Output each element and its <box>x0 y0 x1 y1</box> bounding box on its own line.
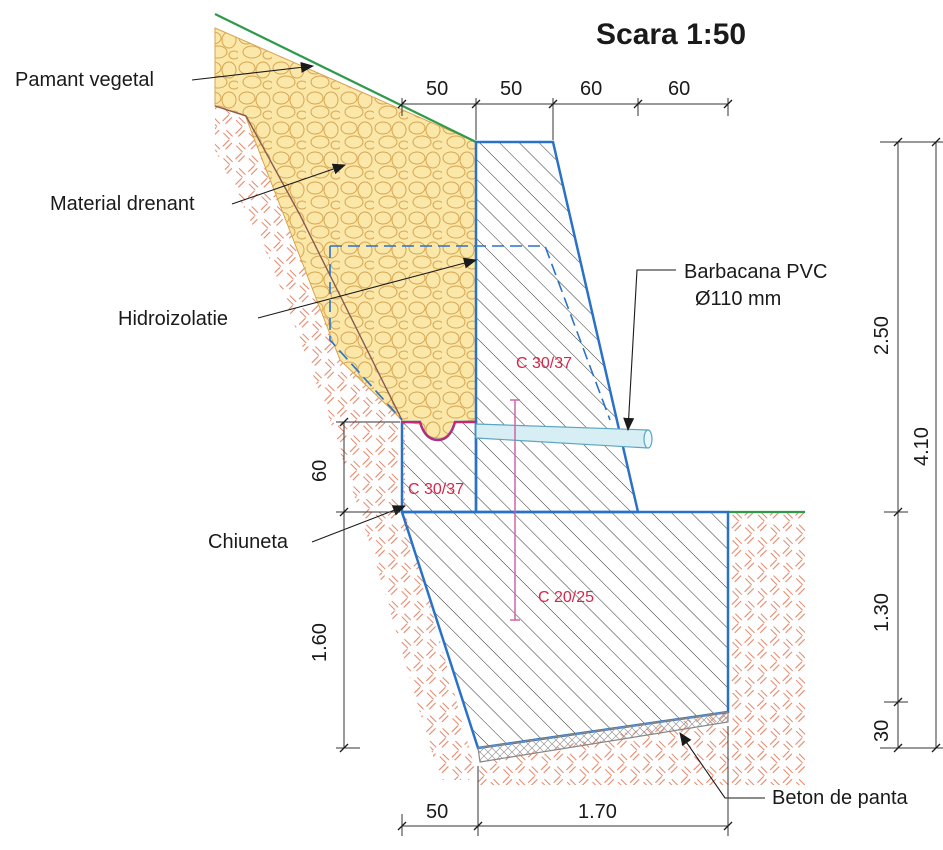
label-gutter: Chiuneta <box>208 531 289 553</box>
foundation-material-label: C 20/25 <box>538 589 594 606</box>
dim-bottom-2: 1.70 <box>578 801 617 823</box>
lean-concrete <box>477 711 729 763</box>
weephole-pipe <box>475 423 653 449</box>
bottom-dimension-chain <box>397 726 733 836</box>
dim-bottom-1: 50 <box>426 801 448 823</box>
label-weephole-line2: Ø110 mm <box>695 288 781 310</box>
top-dimension-chain <box>397 98 733 140</box>
dim-top-1: 50 <box>426 78 448 100</box>
right-dimension-chain <box>880 137 943 753</box>
leader-drainage <box>231 163 347 205</box>
dim-right-3: 30 <box>871 720 893 742</box>
dim-top-3: 60 <box>580 78 602 100</box>
dim-right-1: 2.50 <box>871 316 893 355</box>
left-dimension-chain <box>336 417 400 753</box>
dim-left-2: 1.60 <box>309 623 331 662</box>
joint-line <box>510 399 520 621</box>
leader-waterproofing <box>257 257 478 319</box>
excavation-line <box>214 105 403 421</box>
leader-weephole <box>623 269 676 432</box>
label-drainage: Material drenant <box>50 193 195 215</box>
dim-right-total: 4.10 <box>911 427 933 466</box>
leader-topsoil <box>191 61 315 81</box>
label-lean-concrete: Beton de panta <box>772 787 909 809</box>
dim-top-2: 50 <box>500 78 522 100</box>
drawing-title: Scara 1:50 <box>596 18 746 51</box>
wall-stem <box>474 140 640 514</box>
gutter-channel <box>402 421 476 442</box>
dim-left-1: 60 <box>309 460 331 482</box>
dashed-outline <box>329 245 611 421</box>
label-topsoil: Pamant vegetal <box>15 69 154 91</box>
leader-lean-concrete <box>679 732 765 799</box>
label-waterproofing: Hidroizolatie <box>118 308 228 330</box>
gutter-material-label: C 30/37 <box>408 481 464 498</box>
grass-line <box>214 13 477 143</box>
dim-right-2: 1.30 <box>871 593 893 632</box>
label-weephole-line1: Barbacana PVC <box>684 261 827 283</box>
stem-material-label: C 30/37 <box>516 355 572 372</box>
dim-top-4: 60 <box>668 78 690 100</box>
